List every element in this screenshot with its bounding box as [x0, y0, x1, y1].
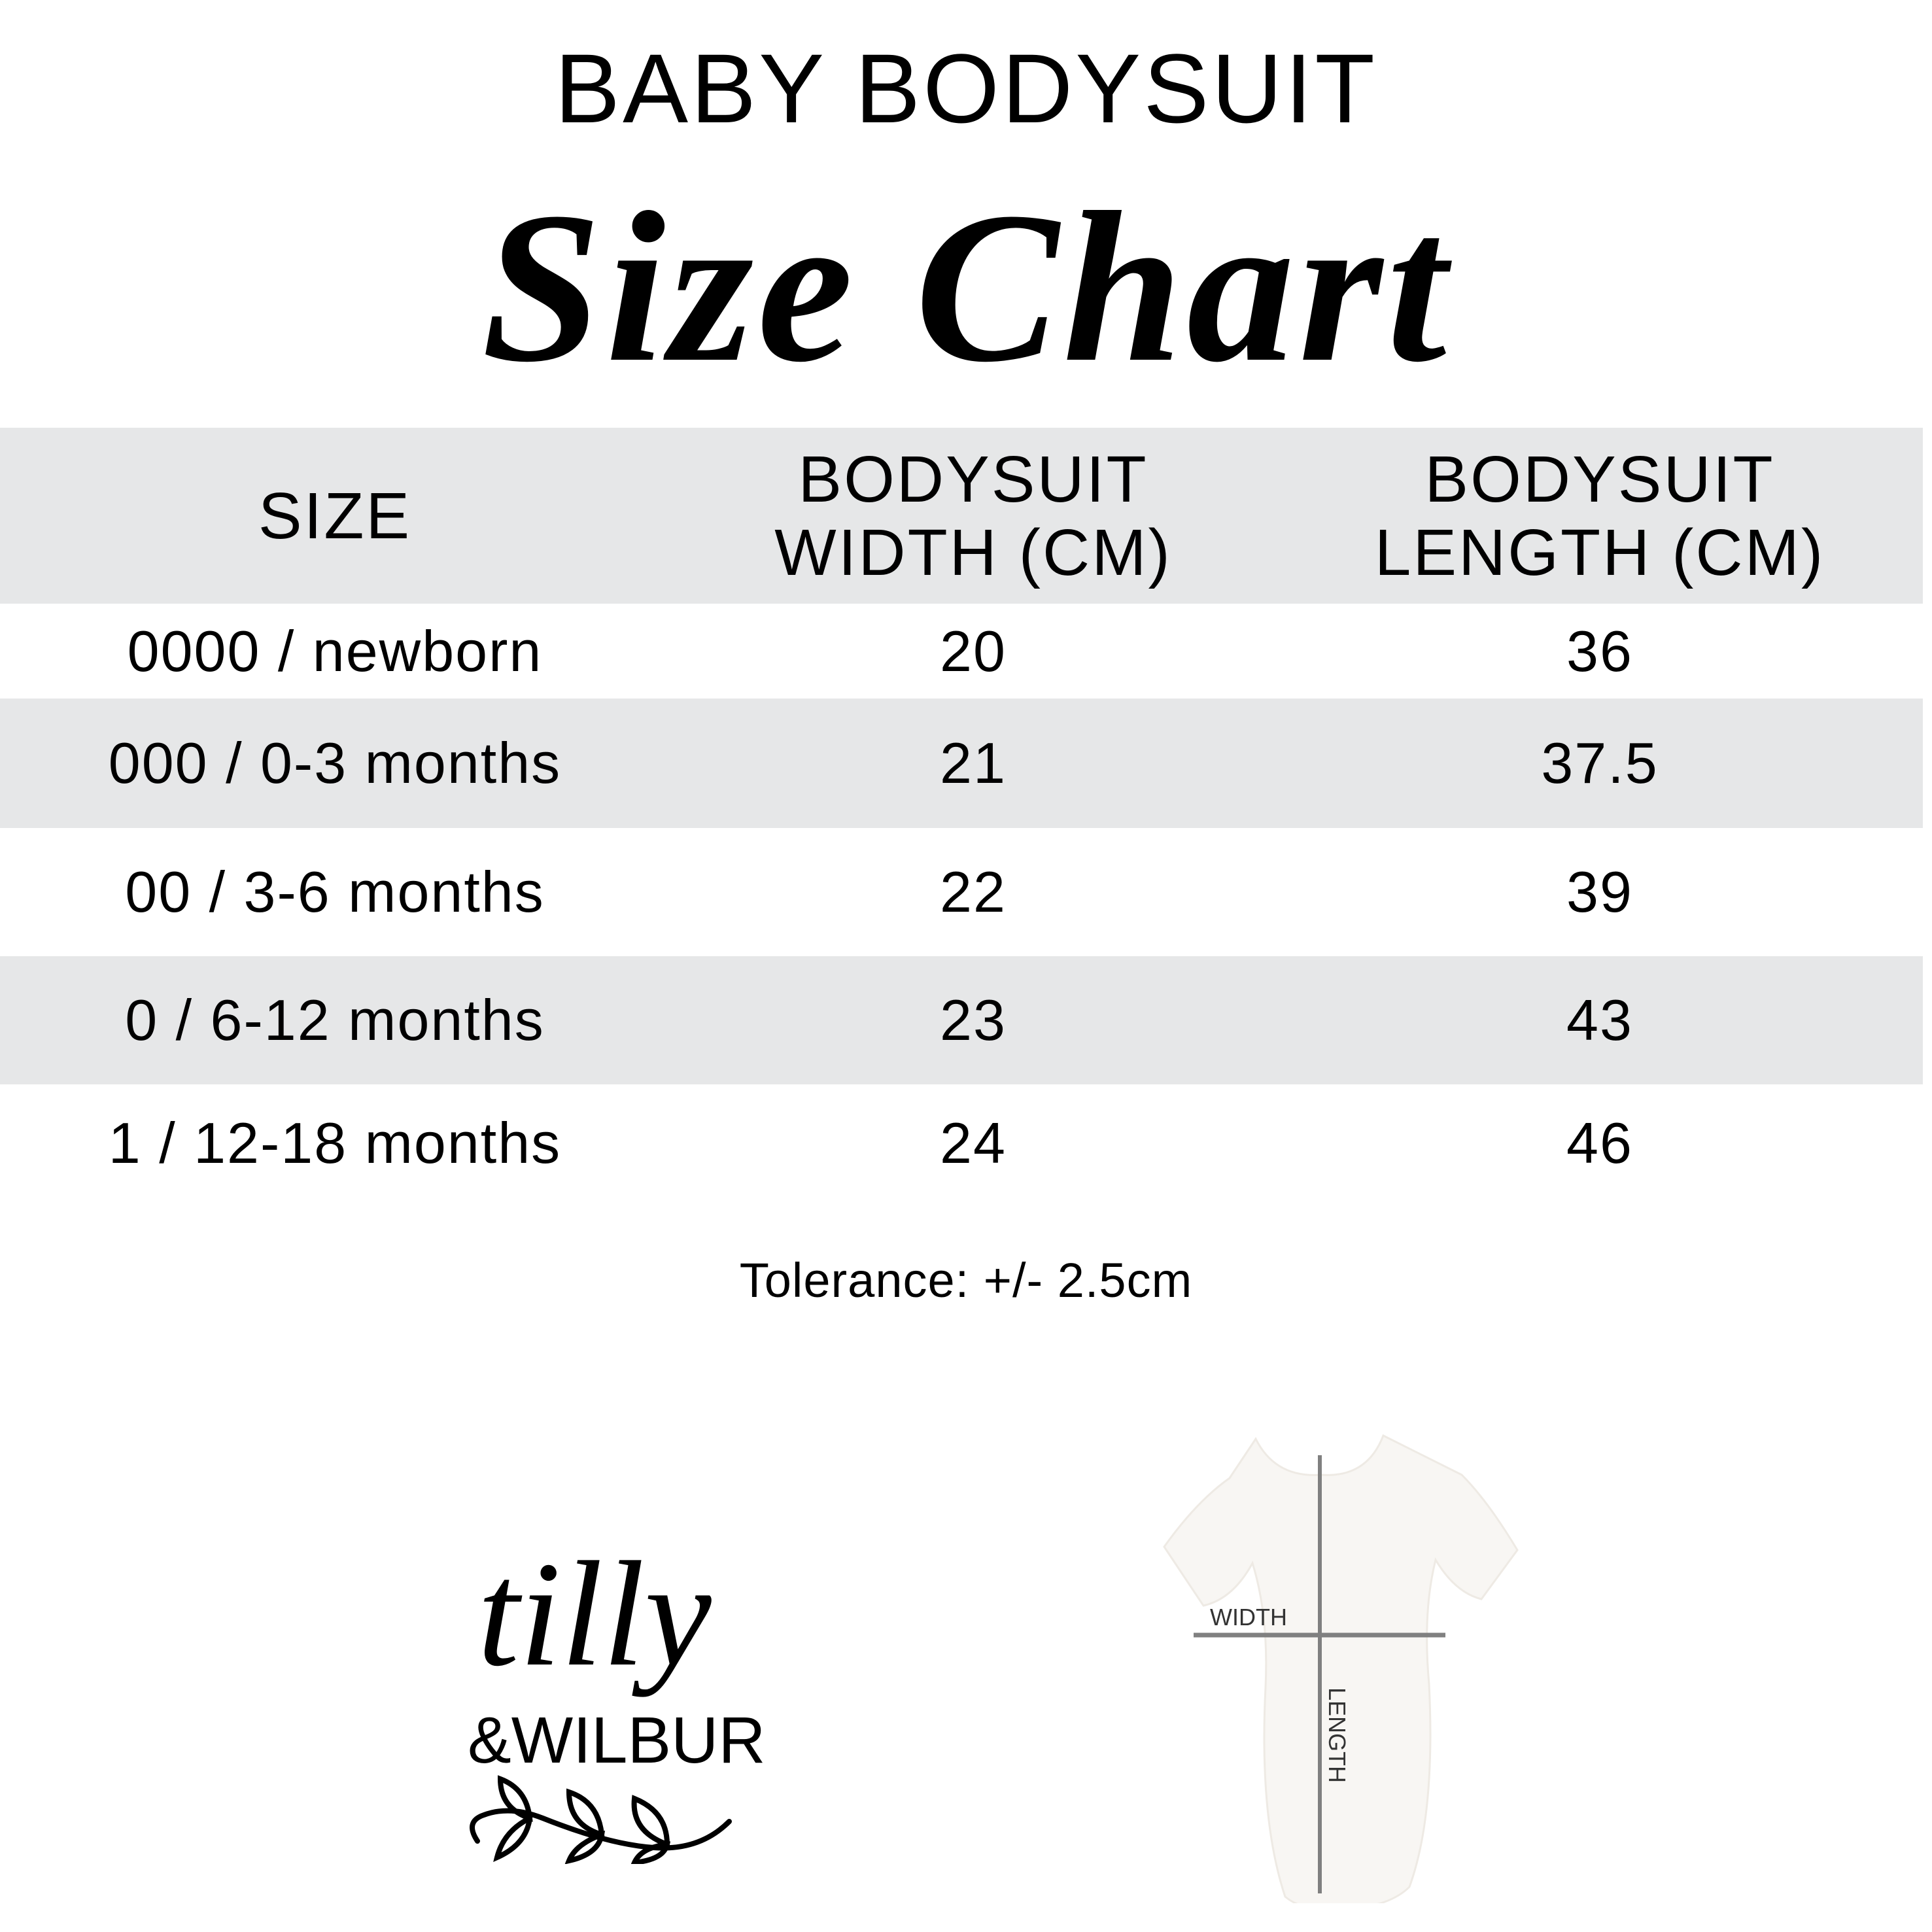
- column-header-width-text: BODYSUIT WIDTH (CM): [774, 442, 1172, 589]
- width-cell: 23: [940, 988, 1007, 1052]
- bodysuit-diagram: WIDTH LENGTH: [1092, 1426, 1544, 1912]
- page-title: Size Chart: [481, 168, 1451, 407]
- size-cell: 0000 / newborn: [127, 618, 543, 683]
- width-label: WIDTH: [1210, 1604, 1287, 1630]
- tolerance-note: Tolerance: +/- 2.5cm: [739, 1253, 1193, 1307]
- table-row: 000 / 0-3 months 21 37.5: [0, 699, 1923, 828]
- size-cell: 00 / 3-6 months: [125, 859, 545, 924]
- table-row: 1 / 12-18 months 24 46: [0, 1084, 1923, 1201]
- width-cell: 21: [940, 731, 1007, 795]
- column-header-length: BODYSUIT LENGTH (CM): [1277, 428, 1923, 604]
- width-cell: 20: [940, 618, 1007, 683]
- logo-text-wilbur: &WILBUR: [468, 1704, 766, 1777]
- size-cell: 0 / 6-12 months: [125, 988, 545, 1052]
- column-header-size: SIZE: [258, 479, 412, 553]
- length-cell: 43: [1566, 988, 1633, 1052]
- length-cell: 46: [1566, 1110, 1633, 1175]
- subtitle: BABY BODYSUIT: [555, 33, 1377, 143]
- column-header-width: BODYSUIT WIDTH (CM): [670, 428, 1277, 604]
- length-cell: 37.5: [1541, 731, 1659, 795]
- logo-text-tilly: tilly: [477, 1537, 712, 1697]
- column-header-length-text: BODYSUIT LENGTH (CM): [1374, 442, 1825, 589]
- bodysuit-image: [1163, 1434, 1519, 1912]
- table-row: 0 / 6-12 months 23 43: [0, 956, 1923, 1084]
- leaf-branch-icon: [470, 1775, 732, 1866]
- size-cell: 000 / 0-3 months: [108, 731, 562, 795]
- brand-logo: tilly &WILBUR: [451, 1530, 785, 1866]
- width-cell: 22: [940, 859, 1007, 924]
- length-cell: 39: [1566, 859, 1633, 924]
- table-row: 00 / 3-6 months 22 39: [0, 828, 1923, 956]
- width-cell: 24: [940, 1110, 1007, 1175]
- size-cell: 1 / 12-18 months: [108, 1110, 562, 1175]
- length-label: LENGTH: [1324, 1687, 1351, 1783]
- table-header: SIZE BODYSUIT WIDTH (CM) BODYSUIT LENGTH…: [0, 428, 1923, 604]
- length-cell: 36: [1566, 618, 1633, 683]
- table-row: 0000 / newborn 20 36: [0, 604, 1923, 699]
